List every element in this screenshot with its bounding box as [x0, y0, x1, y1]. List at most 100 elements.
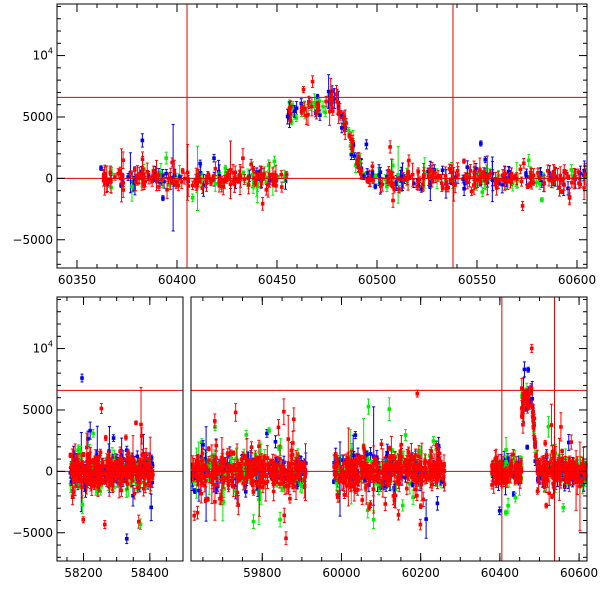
- data-point-red: [100, 471, 105, 476]
- data-point-blue: [149, 456, 154, 460]
- data-point-red: [104, 472, 108, 477]
- data-point-green: [391, 163, 395, 168]
- data-point-green: [294, 116, 299, 120]
- data-point-red: [81, 517, 86, 522]
- data-point-red: [139, 174, 144, 178]
- data-point-red: [221, 184, 226, 189]
- data-point-green: [326, 99, 330, 104]
- data-point-red: [545, 169, 550, 173]
- data-point-red: [123, 473, 128, 477]
- data-point-red: [576, 170, 580, 174]
- data-point-red: [350, 138, 354, 143]
- data-point-blue: [399, 177, 404, 181]
- data-point-red: [522, 161, 526, 166]
- data-point-red: [97, 454, 102, 459]
- data-point-blue: [171, 175, 175, 180]
- data-point-red: [416, 180, 420, 184]
- data-point-red: [324, 99, 328, 104]
- data-point-red: [253, 181, 258, 186]
- data-point-red: [143, 461, 148, 466]
- data-point-blue: [294, 106, 299, 110]
- data-point-red: [197, 177, 202, 182]
- data-point-red: [83, 472, 88, 477]
- data-point-green: [289, 120, 294, 124]
- data-point-blue: [497, 181, 501, 185]
- data-point-red: [104, 177, 109, 182]
- data-point-red: [406, 173, 410, 178]
- data-point-red: [467, 176, 472, 180]
- data-point-red: [110, 464, 115, 469]
- data-point-red: [391, 198, 395, 203]
- data-point-green: [159, 170, 163, 175]
- data-point-green: [383, 177, 387, 182]
- data-point-red: [436, 173, 440, 178]
- data-point-red: [116, 171, 120, 176]
- data-point-red: [329, 102, 334, 106]
- data-point-red: [135, 469, 140, 473]
- data-point-blue: [462, 186, 466, 191]
- data-point-blue: [161, 196, 165, 200]
- data-point-red: [307, 99, 311, 104]
- data-point-green: [266, 163, 271, 167]
- data-point-red: [562, 183, 566, 187]
- data-point-red: [154, 173, 159, 178]
- data-point-red: [96, 463, 100, 468]
- data-point-blue: [315, 94, 320, 99]
- data-point-red: [359, 168, 364, 172]
- data-point-red: [128, 465, 132, 470]
- data-point-red: [130, 476, 134, 481]
- data-point-red: [118, 168, 122, 173]
- data-point-red: [143, 482, 148, 487]
- data-point-red: [493, 181, 498, 185]
- data-point-red: [446, 185, 451, 190]
- data-point-red: [154, 178, 159, 183]
- data-point-red: [451, 182, 456, 187]
- data-point-red: [149, 472, 154, 477]
- data-point-green: [346, 128, 351, 133]
- data-point-green: [281, 486, 285, 491]
- data-point-red: [96, 470, 100, 475]
- data-point-red: [151, 168, 156, 173]
- data-point-red: [105, 463, 110, 467]
- data-point-red: [70, 495, 75, 499]
- data-point-red: [81, 466, 86, 470]
- data-point-red: [174, 180, 179, 184]
- data-point-red: [109, 468, 114, 472]
- data-point-red: [342, 128, 347, 132]
- data-point-red: [566, 175, 571, 180]
- data-point-red: [102, 179, 107, 183]
- data-point-blue: [285, 114, 290, 119]
- data-point-red: [115, 471, 120, 476]
- data-point-green: [540, 197, 544, 202]
- data-point-red: [231, 170, 235, 175]
- data-point-green: [164, 156, 169, 160]
- data-point-red: [117, 468, 121, 472]
- data-point-red: [80, 485, 84, 490]
- data-point-red: [288, 112, 293, 116]
- data-point-red: [220, 177, 224, 182]
- data-point-red: [266, 182, 270, 187]
- data-point-red: [168, 177, 173, 181]
- data-point-red: [335, 99, 339, 104]
- data-point-red: [273, 177, 277, 181]
- data-point-red: [430, 179, 435, 183]
- data-point-red: [74, 478, 78, 483]
- data-point-green: [272, 159, 277, 164]
- data-point-red: [401, 178, 406, 183]
- data-point-red: [251, 167, 256, 172]
- data-point-blue: [465, 165, 470, 169]
- data-point-red: [139, 422, 143, 427]
- data-point-red: [87, 461, 91, 465]
- data-point-red: [190, 183, 195, 188]
- data-point-red: [462, 159, 466, 163]
- data-point-red: [68, 453, 73, 458]
- data-point-red: [140, 168, 145, 172]
- data-point-red: [494, 186, 499, 190]
- data-point-green: [250, 172, 255, 177]
- data-point-red: [109, 473, 113, 477]
- data-point-red: [142, 172, 146, 176]
- data-point-red: [165, 187, 169, 192]
- data-point-green: [91, 431, 95, 436]
- data-point-red: [496, 178, 501, 182]
- data-point-red: [559, 189, 564, 194]
